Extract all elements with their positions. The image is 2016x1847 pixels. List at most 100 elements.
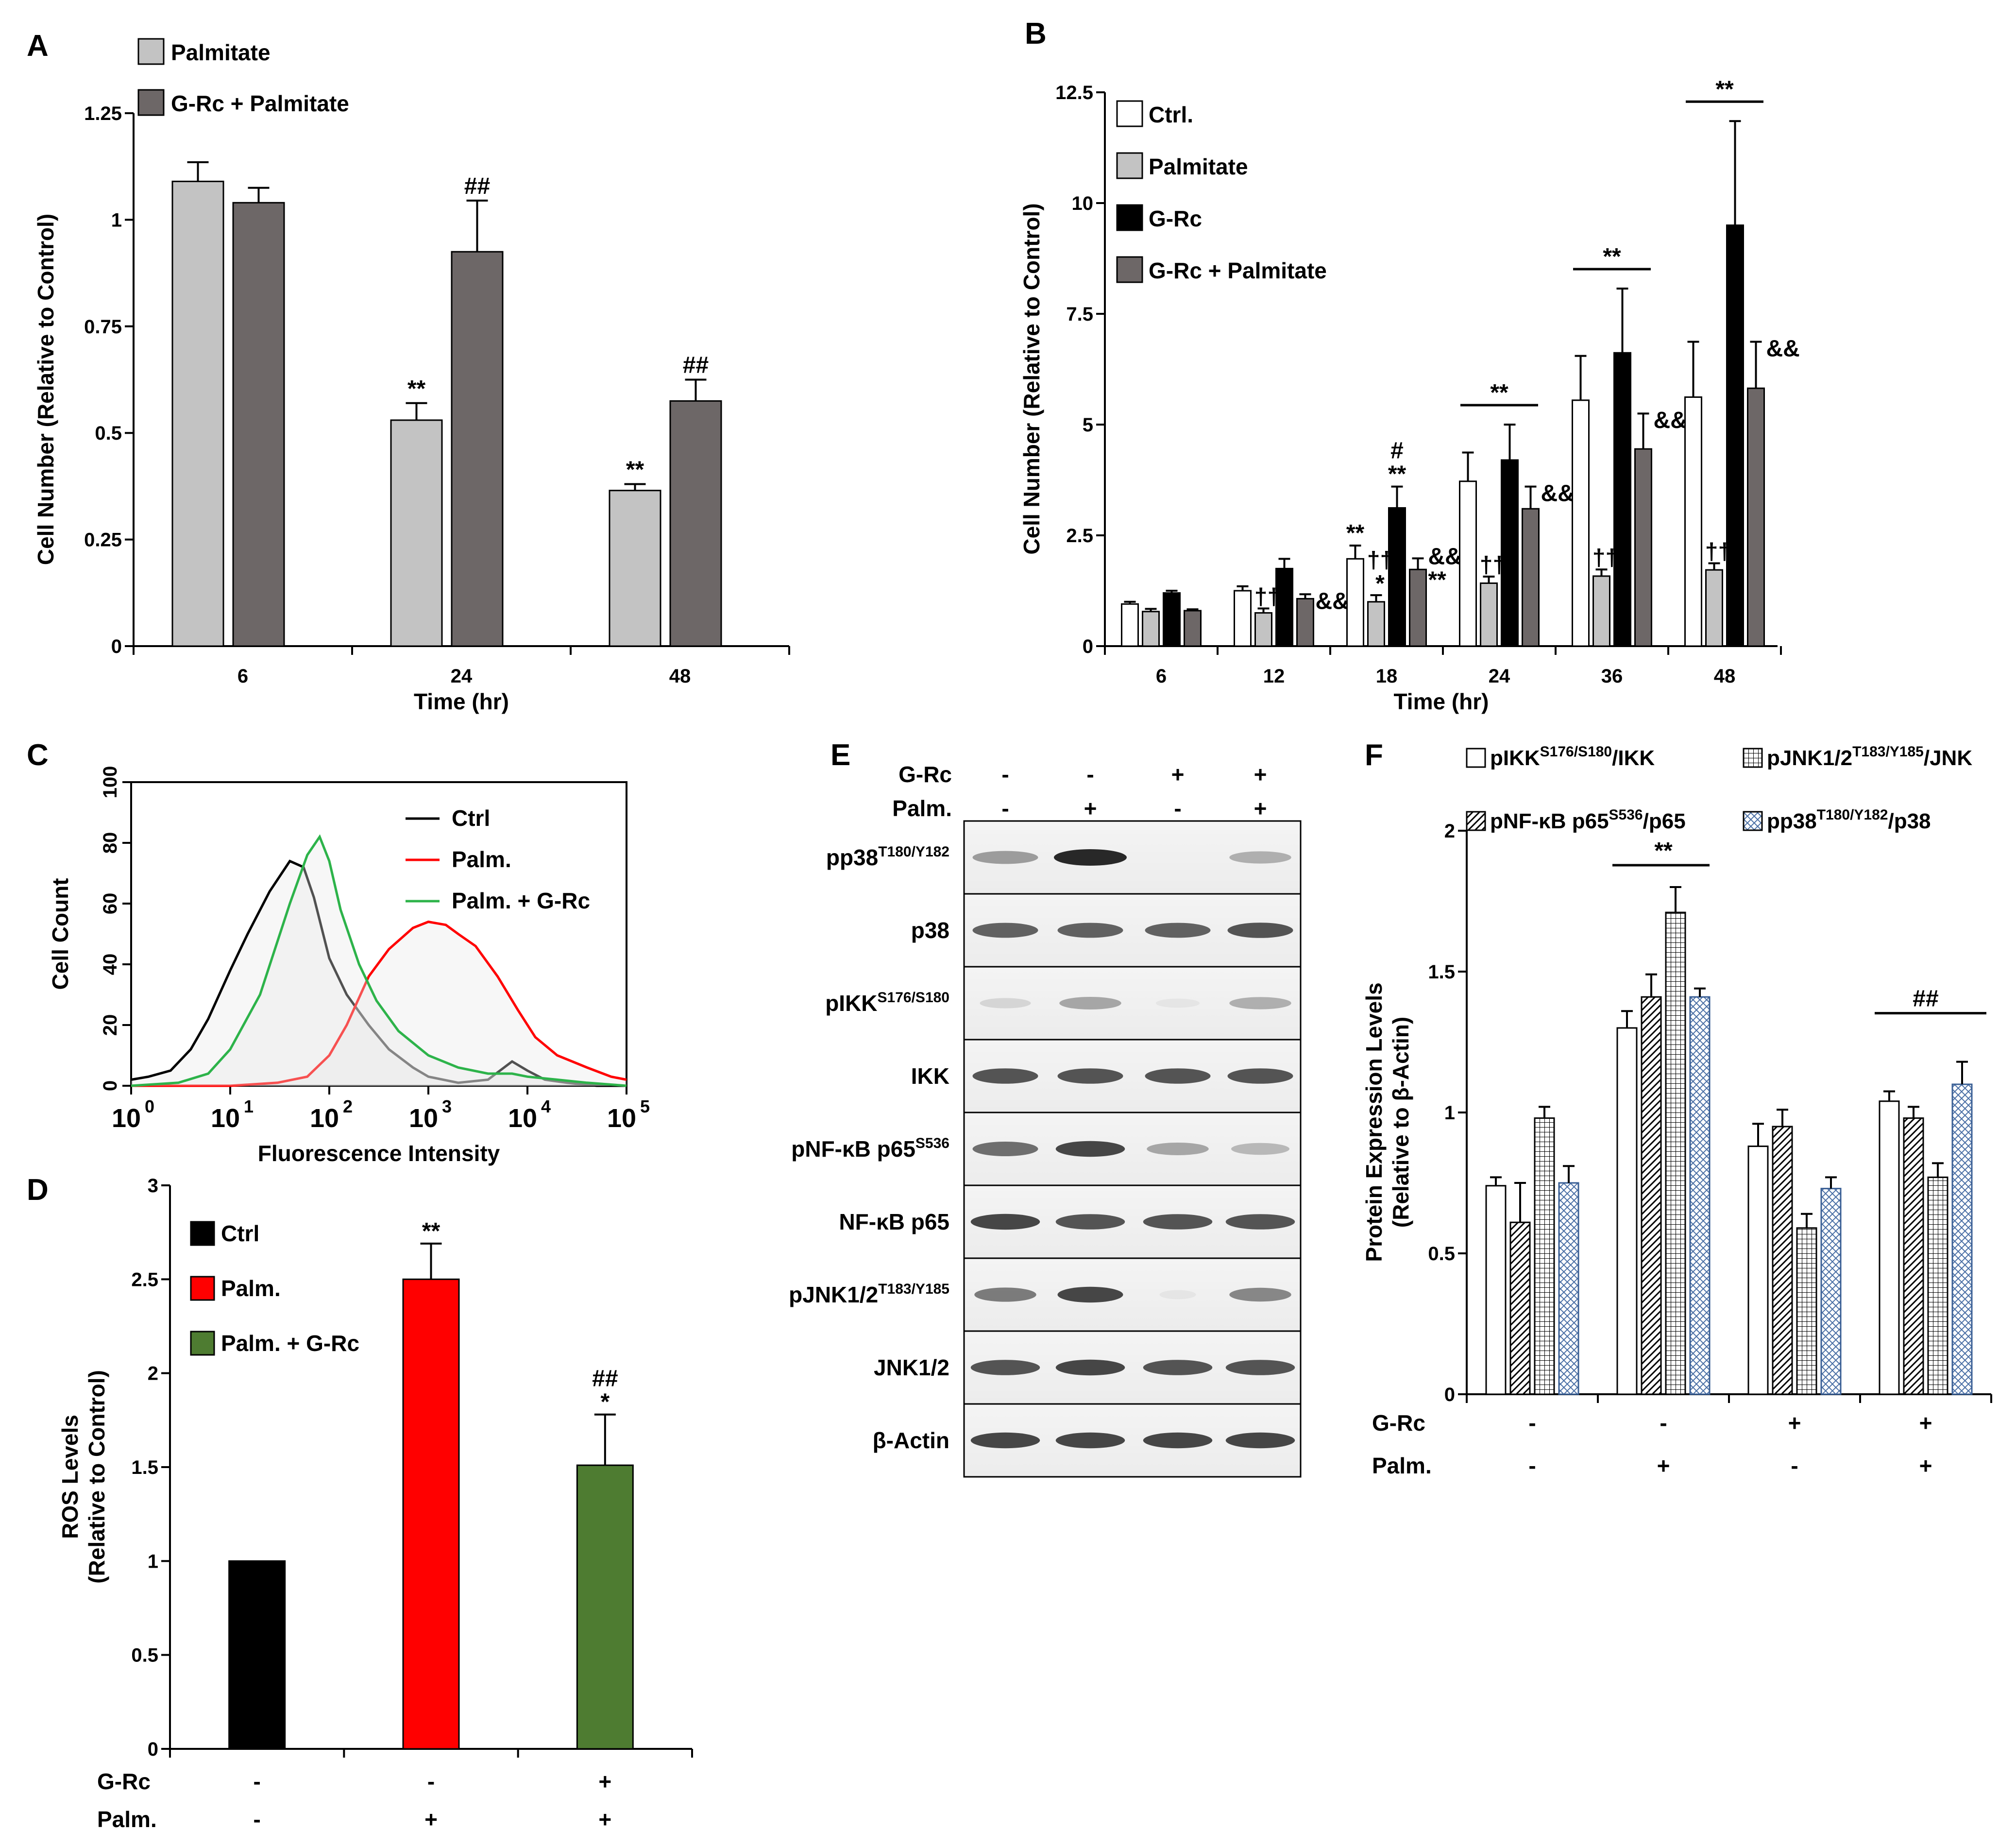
bar — [1346, 558, 1364, 647]
y-tick-label: 20 — [100, 1014, 121, 1036]
legend-swatch — [1466, 811, 1486, 831]
panel-label-e: E — [830, 738, 850, 772]
bar — [1409, 568, 1427, 647]
blot-band — [1055, 1141, 1125, 1157]
blot-band — [1225, 1360, 1295, 1375]
bar — [171, 180, 224, 647]
blot-band — [1231, 1143, 1289, 1155]
y-tick-label: 0 — [100, 1080, 121, 1091]
x-tick-label: 10 — [112, 1104, 141, 1133]
bar — [1522, 508, 1540, 647]
condition-value: - — [1174, 796, 1181, 821]
legend-swatch — [1116, 100, 1143, 127]
blot-band — [1055, 1432, 1125, 1449]
bar — [1796, 1227, 1817, 1395]
bar — [1616, 1027, 1638, 1395]
blot-label-main: NF-κB p65 — [839, 1209, 949, 1234]
condition-value: - — [1528, 1453, 1536, 1478]
bar — [1665, 911, 1686, 1395]
blot-band — [1147, 1143, 1209, 1155]
bar — [1480, 582, 1498, 647]
blot-band — [1229, 851, 1291, 864]
x-tick-label: 24 — [1489, 666, 1510, 687]
y-tick-label: 2.5 — [1066, 525, 1093, 547]
blot-row-label: pp38T180/Y182 — [826, 844, 949, 870]
bar — [1689, 996, 1711, 1395]
y-tick-label: 12.5 — [1055, 82, 1093, 103]
bar — [1613, 352, 1631, 647]
y-tick-label: 0 — [1083, 636, 1093, 657]
legend-tail: /p65 — [1643, 809, 1686, 833]
sig-label: && — [1316, 588, 1349, 614]
y-tick-label: 80 — [100, 832, 121, 854]
bar — [1296, 598, 1314, 647]
legend-label: pNF-κB p65S536/p65 — [1490, 807, 1686, 833]
blot-row-label: NF-κB p65 — [839, 1209, 949, 1234]
panel-a: A 0 0.25 0.5 0.75 1 1.25 6 24 ** ## 48 ** ## Time (hr)… — [27, 29, 790, 714]
x-tick-label: 10 — [310, 1104, 339, 1133]
y-tick-label: 0 — [111, 636, 122, 657]
blot-band — [970, 1360, 1040, 1375]
x-tick-label: 36 — [1601, 666, 1623, 687]
y-axis-label: ROS Levels — [57, 1415, 83, 1539]
y-tick-label: 0 — [1444, 1384, 1455, 1405]
condition-value: + — [1254, 762, 1267, 787]
x-tick-label: 48 — [1714, 666, 1736, 687]
legend-swatch — [190, 1331, 215, 1356]
legend-swatch — [1743, 748, 1763, 768]
bar — [1121, 603, 1139, 647]
x-tick-label: 10 — [211, 1104, 240, 1133]
legend-swatch — [1116, 152, 1143, 179]
sig-label: && — [1766, 336, 1800, 361]
x-tick-exponent: 5 — [640, 1096, 650, 1116]
blot-row-label: pNF-κB p65S536 — [791, 1135, 949, 1162]
sig-label: ** — [1715, 76, 1734, 102]
histogram-line — [131, 834, 627, 1087]
blot-band — [1159, 1290, 1196, 1300]
condition-value: - — [1001, 762, 1009, 787]
bar — [1951, 1083, 1973, 1395]
legend-label: Palm. + G-Rc — [452, 888, 590, 913]
x-tick-exponent: 2 — [343, 1096, 353, 1116]
panel-label-d: D — [27, 1173, 49, 1207]
blot-band — [1055, 1359, 1125, 1376]
condition-value: - — [427, 1769, 435, 1794]
y-tick-label: 2.5 — [131, 1269, 158, 1290]
blot-band — [1145, 1068, 1211, 1084]
blot-label-main: pJNK1/2 — [789, 1282, 878, 1307]
bar — [1509, 1221, 1531, 1395]
bar — [1634, 448, 1652, 647]
y-tick-label: 1.5 — [131, 1457, 158, 1478]
panel-e: E G-Rc - - + + Palm. - + - + pp38T180/Y182 p38 pIKKS1… — [789, 738, 1302, 1478]
condition-value: + — [1657, 1453, 1670, 1478]
sig-label: && — [1428, 544, 1462, 569]
y-tick-label: 0.25 — [84, 530, 122, 551]
legend-tail: /IKK — [1612, 746, 1655, 770]
bar — [1275, 567, 1293, 647]
legend-label: Palm. — [221, 1276, 281, 1301]
bar — [1747, 1146, 1769, 1395]
y-tick-label: 100 — [100, 766, 121, 799]
blot-band — [1227, 923, 1293, 938]
legend-swatch — [1466, 748, 1486, 768]
y-axis-label-line2: (Relative to β-Actin) — [1388, 1017, 1413, 1228]
legend-label: Palmitate — [171, 40, 271, 65]
bar — [1903, 1117, 1924, 1395]
sig-label: ## — [464, 173, 490, 199]
y-tick-label: 1.5 — [1428, 961, 1455, 983]
bar — [402, 1278, 460, 1750]
x-axis-label: Time (hr) — [414, 689, 509, 714]
blot-band — [1145, 923, 1211, 938]
y-tick-label: 10 — [1072, 193, 1094, 214]
blot-label-main: JNK1/2 — [874, 1355, 949, 1380]
legend-superscript: S176/S180 — [1540, 744, 1612, 760]
legend-label: G-Rc + Palmitate — [1149, 258, 1327, 283]
x-tick-label: 48 — [669, 666, 691, 687]
blot-row-label: β-Actin — [873, 1428, 949, 1453]
condition-value: + — [1254, 796, 1267, 821]
panel-label-c: C — [27, 738, 49, 772]
bar — [1747, 387, 1765, 647]
legend-label: G-Rc — [1149, 206, 1202, 231]
y-tick-label: 2 — [1444, 821, 1455, 842]
